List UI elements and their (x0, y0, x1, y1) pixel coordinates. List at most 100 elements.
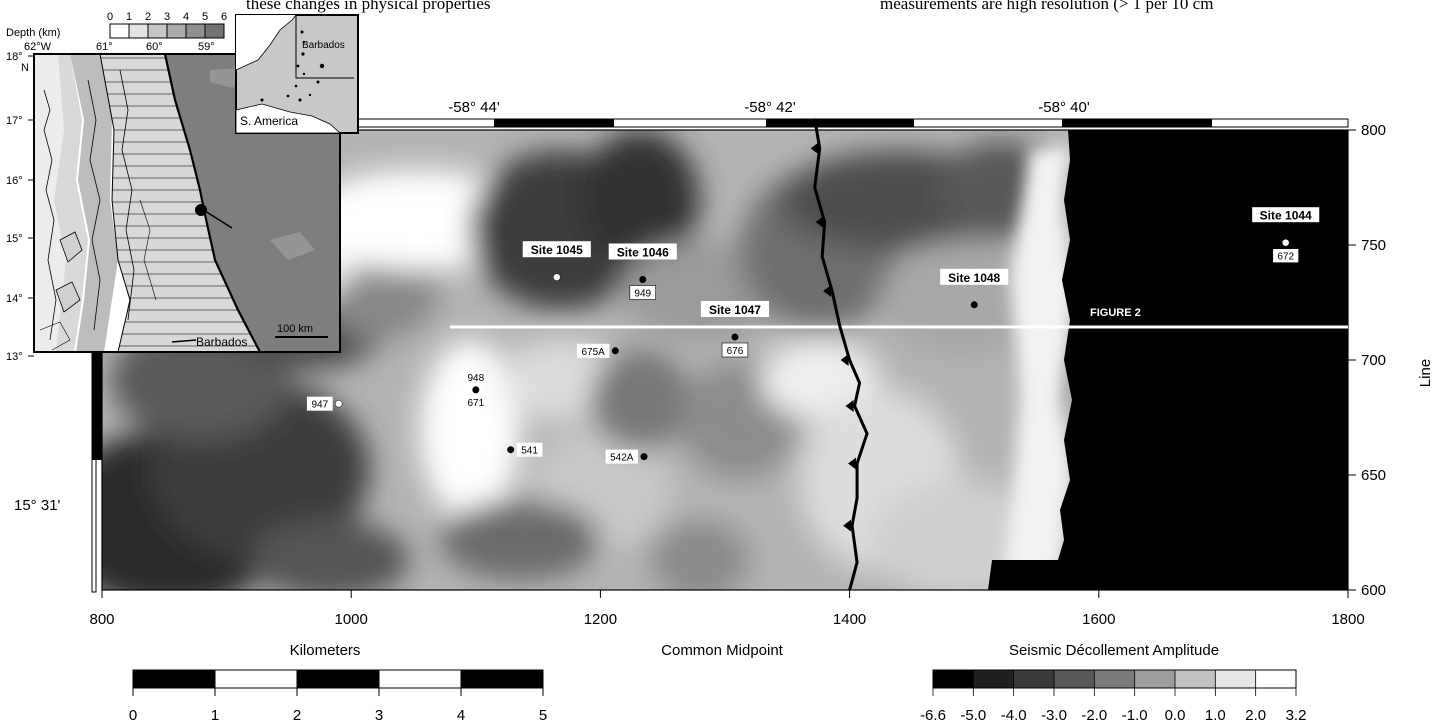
amplitude-color-step (1215, 670, 1256, 688)
longitude-label-0: -58° 44' (448, 99, 500, 116)
depth-legend-label-5: 5 (202, 11, 208, 23)
depth-legend-title: Depth (km) (6, 27, 60, 39)
site-label: Site 1046 (617, 246, 669, 260)
longitude-label-1: -58° 42' (744, 99, 796, 116)
depth-legend-step (147, 23, 168, 39)
distance-scale-segment (460, 669, 544, 689)
depth-legend-step (166, 23, 187, 39)
depth-legend-label-0: 0 (107, 11, 113, 23)
y-tick-label-0: 800 (1361, 122, 1386, 139)
site-dot (472, 386, 480, 394)
inset-lon-label-0: 62°W (24, 41, 52, 53)
site-number: 676 (727, 346, 744, 357)
inset-lat-label-5: 13° (6, 351, 23, 363)
amplitude-tick-label-1: -5.0 (960, 707, 986, 724)
inset-latitude-labels: 18° 17° 16° 15° 14° 13° (6, 51, 34, 363)
minor-site-0: 675A (576, 343, 619, 358)
site-marker-0: Site 1045 (522, 241, 591, 281)
x-tick-label-1: 1000 (335, 611, 368, 628)
locator-south-america-label: S. America (240, 114, 298, 128)
depth-legend-step (109, 23, 130, 39)
longitude-labels: -58° 44' -58° 42' -58° 40' (448, 99, 1090, 116)
x-tick-label-2: 1200 (584, 611, 617, 628)
left-data-edge (92, 330, 102, 460)
site-markers: Site 1045 Site 1046 949 Site 1047 676 Site 10… (306, 206, 1321, 464)
site-marker-3: Site 1048 (940, 268, 1009, 309)
site-label: 541 (521, 446, 538, 457)
longitude-label-2: -58° 40' (1038, 99, 1090, 116)
amplitude-tick-label-5: -1.0 (1122, 707, 1148, 724)
amplitude-tick-label-7: 1.0 (1205, 707, 1226, 724)
site-dot (639, 276, 647, 283)
frontal-thrust (810, 118, 869, 591)
minor-site-3: 541 (507, 442, 543, 457)
distance-scale-label-5: 5 (539, 707, 547, 724)
site-label-box (605, 449, 639, 464)
x-tick-label-0: 800 (89, 611, 114, 628)
depth-legend-step (204, 23, 225, 39)
figure-2-label: FIGURE 2 (1090, 307, 1141, 319)
thrust-barb (845, 400, 854, 412)
distance-scale-label-3: 3 (375, 707, 383, 724)
inset-lat-label-4: 14° (6, 293, 23, 305)
site-label: Site 1044 (1260, 209, 1312, 223)
latitude-label: 15° 31' (14, 497, 61, 514)
amplitude-color-step (1054, 670, 1095, 688)
site-dot (334, 399, 343, 408)
thrust-barb (815, 216, 824, 228)
inset-lat-label-0: 18° (6, 51, 23, 63)
distance-scale-label-1: 1 (211, 707, 219, 724)
thrust-barb (823, 285, 832, 297)
site-label: 948 (467, 373, 484, 384)
site-label-box (700, 301, 770, 317)
site-number-box (721, 342, 749, 358)
site-label-box (306, 396, 333, 411)
distance-scale-title: Kilometers (290, 642, 361, 659)
depth-legend-label-6: 6 (221, 11, 227, 23)
site-label-box (1251, 206, 1321, 224)
site-label: Site 1047 (709, 303, 761, 317)
site-label-box (576, 343, 610, 358)
amplitude-tick-label-4: -2.0 (1081, 707, 1107, 724)
inset-longitude-labels: 62°W 61° 60° 59° (24, 41, 215, 53)
amplitude-map (92, 129, 1349, 591)
depth-legend-step (128, 23, 149, 39)
site-label: 947 (311, 400, 328, 411)
inset-lon-label-1: 61° (96, 41, 113, 53)
amplitude-color-step (1094, 670, 1135, 688)
x-axis-title: Common Midpoint (661, 642, 784, 659)
amplitude-color-step (1175, 670, 1216, 688)
thrust-barb (810, 142, 819, 155)
site-dot (1281, 238, 1290, 247)
site-label-box (608, 243, 677, 260)
depth-legend-label-3: 3 (164, 11, 170, 23)
frontal-thrust-line (813, 118, 869, 591)
y-tick-label-4: 600 (1361, 582, 1386, 599)
amplitude-tick-label-0: -6.6 (920, 707, 946, 724)
site-dot (611, 347, 619, 355)
thrust-barb (840, 354, 849, 366)
distance-scale-segment (296, 669, 380, 689)
y-axis-title: Line (1417, 359, 1434, 387)
inset-north-label: N (21, 62, 29, 74)
amplitude-tick-label-2: -4.0 (1001, 707, 1027, 724)
site-dot (640, 453, 648, 461)
x-tick-label-3: 1400 (833, 611, 866, 628)
inset-scale-label: 100 km (277, 323, 313, 335)
inset-barbados-label: Barbados (196, 335, 247, 349)
inset-lat-label-2: 16° (6, 175, 23, 187)
distance-scale-label-2: 2 (293, 707, 301, 724)
site-label: Site 1045 (531, 243, 583, 257)
minor-site-4: 542A (605, 449, 648, 464)
depth-legend-step (185, 23, 206, 39)
site-label: 675A (581, 347, 605, 358)
site-label-box (940, 268, 1009, 285)
site-dot (731, 333, 739, 341)
site-dot (507, 446, 515, 454)
minor-site-2: 947 (306, 396, 343, 411)
amplitude-scale: Seismic Décollement Amplitude -6.6 -5.0 -4… (920, 642, 1306, 724)
site-number: 949 (634, 289, 651, 300)
depth-legend-label-2: 2 (145, 11, 151, 23)
site-dot (970, 301, 978, 309)
